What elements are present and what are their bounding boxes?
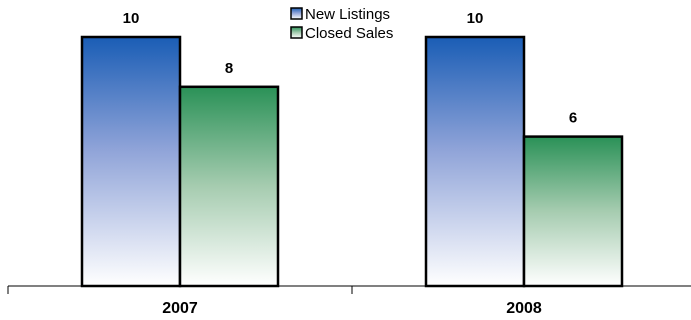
category-labels-group: 2007 2008 (162, 300, 542, 317)
data-labels-group: 10 8 10 6 (123, 10, 578, 127)
data-label: 6 (569, 110, 577, 127)
bar-closed-sales-2008 (522, 135, 624, 288)
x-tick-label: 2008 (506, 300, 542, 317)
legend-label-closed-sales: Closed Sales (305, 25, 393, 42)
bars-group (80, 35, 624, 288)
legend: New Listings Closed Sales (290, 6, 393, 42)
bar-closed-sales-2007 (178, 85, 280, 288)
legend-label-new-listings: New Listings (305, 6, 390, 23)
data-label: 10 (123, 10, 140, 27)
data-label: 8 (225, 60, 233, 77)
legend-swatch-closed-sales (290, 26, 303, 39)
x-tick-label: 2007 (162, 300, 198, 317)
bar-new-listings-2008 (424, 35, 526, 288)
legend-swatch-new-listings (290, 7, 303, 20)
bar-new-listings-2007 (80, 35, 182, 288)
data-label: 10 (467, 10, 484, 27)
